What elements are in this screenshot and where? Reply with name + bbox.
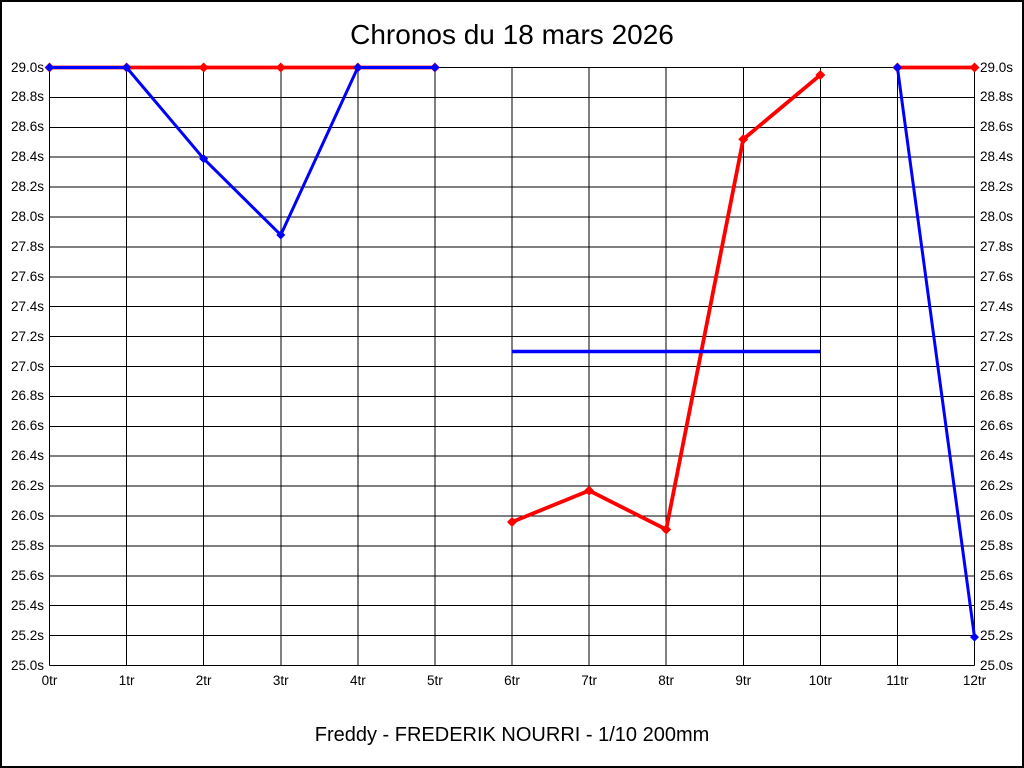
y-tick-label-left: 28.0s <box>10 209 44 224</box>
chart-footer: Freddy - FREDERIK NOURRI - 1/10 200mm <box>314 724 710 746</box>
y-tick-label-right: 28.0s <box>980 209 1014 224</box>
y-tick-label-left: 28.8s <box>10 89 44 105</box>
red-times-marker <box>584 485 595 496</box>
x-tick-label: 1tr <box>118 673 135 688</box>
red-times-marker <box>969 62 980 73</box>
red-times-marker <box>198 62 209 73</box>
y-tick-label-right: 25.8s <box>980 537 1014 553</box>
red-times-marker <box>738 134 749 145</box>
y-tick-label-right: 25.0s <box>980 657 1014 673</box>
blue-times-line <box>49 66 435 237</box>
y-tick-label-left: 26.0s <box>10 508 44 523</box>
y-tick-label-left: 26.6s <box>10 418 44 434</box>
x-tick-label: 3tr <box>272 673 289 688</box>
x-tick-label: 8tr <box>658 673 675 688</box>
blue-times-marker <box>353 63 363 72</box>
blue-times-marker <box>45 63 54 72</box>
y-tick-label-left: 28.2s <box>10 179 44 195</box>
y-tick-label-right: 28.6s <box>980 119 1014 135</box>
y-tick-label-left: 25.6s <box>10 567 44 583</box>
x-tick-label: 0tr <box>41 673 58 688</box>
y-tick-label-right: 25.2s <box>980 627 1014 643</box>
x-tick-label: 7tr <box>581 673 597 688</box>
y-tick-label-left: 25.0s <box>10 657 44 673</box>
blue-times-marker <box>430 63 440 72</box>
red-times-marker <box>815 69 826 80</box>
y-tick-label-left: 27.6s <box>10 268 44 284</box>
x-tick-label: 5tr <box>427 673 443 688</box>
y-tick-label-left: 26.4s <box>10 448 44 464</box>
y-tick-label-right: 27.4s <box>980 298 1014 314</box>
blue-times-marker <box>892 63 902 72</box>
y-tick-label-left: 27.2s <box>10 328 44 344</box>
y-tick-label-right: 25.6s <box>980 567 1014 583</box>
x-tick-label: 6tr <box>504 673 520 688</box>
y-tick-label-right: 28.2s <box>980 179 1014 195</box>
red-times-marker <box>507 516 517 527</box>
x-tick-label: 4tr <box>349 673 366 688</box>
y-tick-label-right: 27.6s <box>980 268 1014 284</box>
y-tick-label-right: 27.2s <box>980 328 1014 344</box>
blue-times-marker <box>122 63 132 72</box>
x-tick-label: 9tr <box>735 673 752 688</box>
y-tick-label-left: 27.0s <box>10 358 44 374</box>
x-tick-label: 12tr <box>962 673 987 688</box>
x-tick-label: 10tr <box>808 673 832 688</box>
red-times-marker <box>661 524 672 535</box>
y-tick-label-right: 27.8s <box>980 238 1014 254</box>
y-tick-label-right: 25.4s <box>980 597 1014 613</box>
y-tick-label-right: 26.0s <box>980 508 1014 523</box>
y-tick-label-right: 27.0s <box>980 358 1014 374</box>
y-tick-label-left: 29.0s <box>10 59 44 75</box>
y-tick-label-left: 25.4s <box>10 597 44 613</box>
y-tick-label-right: 26.8s <box>980 388 1014 404</box>
x-tick-label: 11tr <box>886 673 909 688</box>
blue-times-marker <box>199 154 209 164</box>
red-times-marker <box>275 62 286 73</box>
blue-times-line <box>895 67 976 638</box>
y-tick-label-right: 29.0s <box>980 59 1014 75</box>
y-tick-label-left: 26.8s <box>10 388 44 404</box>
y-tick-label-left: 25.2s <box>10 627 44 643</box>
y-tick-label-left: 25.8s <box>10 537 44 553</box>
y-tick-label-right: 28.4s <box>980 149 1014 165</box>
y-tick-label-left: 28.6s <box>10 119 44 135</box>
y-tick-label-right: 28.8s <box>980 89 1014 105</box>
y-tick-label-right: 26.6s <box>980 418 1014 434</box>
y-tick-label-left: 27.4s <box>10 298 44 314</box>
blue-times-marker <box>276 230 286 240</box>
y-tick-label-right: 26.2s <box>980 478 1014 494</box>
blue-times-marker <box>970 632 979 642</box>
x-tick-label: 2tr <box>195 673 212 688</box>
y-tick-label-left: 26.2s <box>10 478 44 494</box>
chart-title: Chronos du 18 mars 2026 <box>350 19 674 50</box>
y-tick-label-left: 27.8s <box>10 238 44 254</box>
y-tick-label-right: 26.4s <box>980 448 1014 464</box>
y-tick-label-left: 28.4s <box>10 149 44 165</box>
